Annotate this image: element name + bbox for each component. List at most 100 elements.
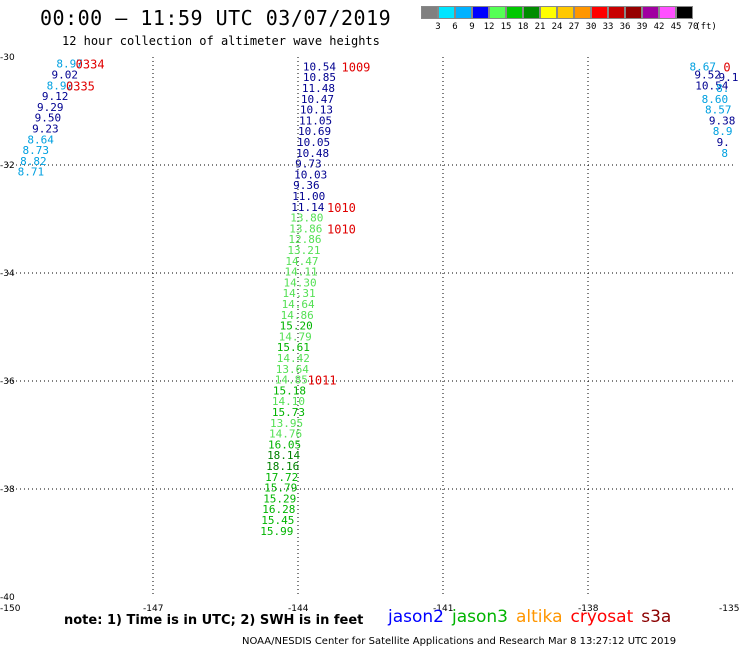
color-scale-tick: 30: [585, 22, 597, 32]
color-scale-tick: 42: [653, 22, 665, 32]
color-swatch: [489, 6, 506, 19]
color-swatch: [608, 6, 625, 19]
color-swatch: [540, 6, 557, 19]
wave-height-label: 14.30: [284, 276, 317, 289]
legend-altika: altika: [516, 607, 563, 627]
wave-height-label: 10.13: [300, 104, 333, 117]
color-swatch: [625, 6, 642, 19]
wave-height-label: 10.03: [294, 168, 327, 181]
color-scale-tick: 45: [670, 22, 682, 32]
wave-height-label: 15.20: [280, 320, 313, 333]
wave-height-label: 15.18: [273, 384, 306, 397]
cycle-number-label: 0335: [66, 79, 95, 93]
wave-height-label: 13.21: [287, 244, 320, 257]
wave-height-label: 10.05: [297, 136, 330, 149]
wave-height-label: 15.99: [260, 525, 293, 538]
page-subtitle: 12 hour collection of altimeter wave hei…: [62, 34, 380, 48]
wave-height-label: 9.36: [293, 179, 320, 192]
color-scale-tick: 27: [568, 22, 580, 32]
wave-height-label: 8.: [716, 82, 729, 95]
longitude-tick-label: -150: [0, 604, 21, 614]
color-scale-tick: 33: [602, 22, 614, 32]
wave-height-label: 8.97: [56, 58, 82, 71]
color-scale-tick: 12: [483, 22, 495, 32]
wave-height-label: 14.76: [269, 428, 302, 441]
wave-height-label: 16.05: [268, 438, 301, 451]
wave-height-label: 13.80: [290, 212, 323, 225]
wave-height-label: 9.73: [295, 158, 322, 171]
wave-height-label: 13.86: [289, 222, 322, 235]
cycle-number-label: 1010: [327, 201, 356, 215]
color-swatch: [642, 6, 659, 19]
wave-height-label: 11.00: [292, 190, 325, 203]
wave-height-label: 10.48: [296, 147, 329, 160]
wave-height-label: 9.: [717, 136, 730, 149]
legend-jason2: jason2: [388, 607, 444, 627]
latitude-tick-label: -30: [0, 53, 15, 63]
wave-height-label: 9.29: [37, 101, 64, 114]
wave-height-label: 15.73: [272, 406, 305, 419]
cycle-number-label: 1011: [308, 374, 337, 388]
satellite-legend: jason2 jason3 altika cryosat s3a: [388, 607, 679, 627]
legend-s3a: s3a: [641, 607, 672, 627]
legend-jason3: jason3: [452, 607, 508, 627]
wave-height-label: 10.54: [695, 79, 728, 92]
legend-cryosat: cryosat: [570, 607, 634, 627]
wave-height-label: 11.05: [299, 114, 332, 127]
wave-height-label: 12.86: [288, 233, 321, 246]
color-scale-tick: 21: [534, 22, 546, 32]
cycle-number-label: 1010: [327, 222, 356, 236]
longitude-tick-label: -135: [719, 604, 739, 614]
color-swatch: [421, 6, 438, 19]
wave-height-label: 16.28: [262, 503, 295, 516]
longitude-tick-label: -141: [433, 604, 453, 614]
wave-height-label: 14.42: [277, 352, 310, 365]
wave-height-label: 10.47: [301, 93, 334, 106]
wave-height-label: 13.95: [270, 417, 303, 430]
color-scale-tick: 9: [469, 22, 475, 32]
wave-height-label: 8: [721, 147, 728, 160]
wave-height-label: 17.72: [265, 471, 298, 484]
color-scale-tick: 3: [435, 22, 441, 32]
latitude-tick-label: -36: [0, 377, 15, 387]
longitude-tick-label: -147: [143, 604, 163, 614]
wave-height-label: 8.64: [27, 133, 54, 146]
wave-height-label: 8.73: [23, 144, 50, 157]
wave-height-label: 18.14: [267, 449, 300, 462]
cycle-labels: 0334 0335 1009 1010 1010 1011 0: [66, 58, 731, 388]
color-swatch: [557, 6, 574, 19]
map-grid: [8, 57, 733, 597]
footer-note: note: 1) Time is in UTC; 2) SWH is in fe…: [64, 613, 364, 628]
page-title: 00:00 – 11:59 UTC 03/07/2019: [40, 6, 392, 30]
color-swatch: [472, 6, 489, 19]
wave-height-label: 9.50: [35, 112, 62, 125]
color-swatch: [523, 6, 540, 19]
wave-height-label: 15.79: [264, 482, 297, 495]
footer-credit: NOAA/NESDIS Center for Satellite Applica…: [242, 636, 677, 647]
wave-height-label: 14.11: [284, 266, 317, 279]
wave-height-label: 15.29: [263, 492, 296, 505]
wave-height-label: 9.12: [42, 90, 68, 103]
wave-height-label: 8.60: [702, 93, 729, 106]
wave-height-label: 10.54: [303, 60, 336, 73]
wave-height-label: 15.45: [261, 514, 294, 527]
wave-height-label: 14.85: [275, 374, 308, 387]
color-scale-unit: (ft): [695, 22, 717, 32]
color-scale-tick: 39: [636, 22, 648, 32]
cycle-number-label: 0334: [76, 58, 105, 72]
longitude-tick-label: -144: [288, 604, 309, 614]
wave-height-label: 8.9: [713, 125, 733, 138]
wave-height-label: 8.71: [18, 166, 44, 179]
color-scale-tick: 18: [517, 22, 529, 32]
color-scale-tick: 36: [619, 22, 631, 32]
color-scale-tick: 70: [687, 22, 699, 32]
color-swatch: [591, 6, 608, 19]
wave-height-label: 8.82: [20, 155, 47, 168]
wave-height-label: 14.10: [272, 395, 305, 408]
color-swatch: [659, 6, 676, 19]
color-swatch: [506, 6, 523, 19]
wave-height-label: 9.23: [32, 123, 59, 136]
wave-height-label: 9.38: [709, 114, 736, 127]
map-axis-labels: -150 -147 -144 -141 -138 -135 -30 -32 -34 -36 -38 -…: [0, 53, 739, 614]
